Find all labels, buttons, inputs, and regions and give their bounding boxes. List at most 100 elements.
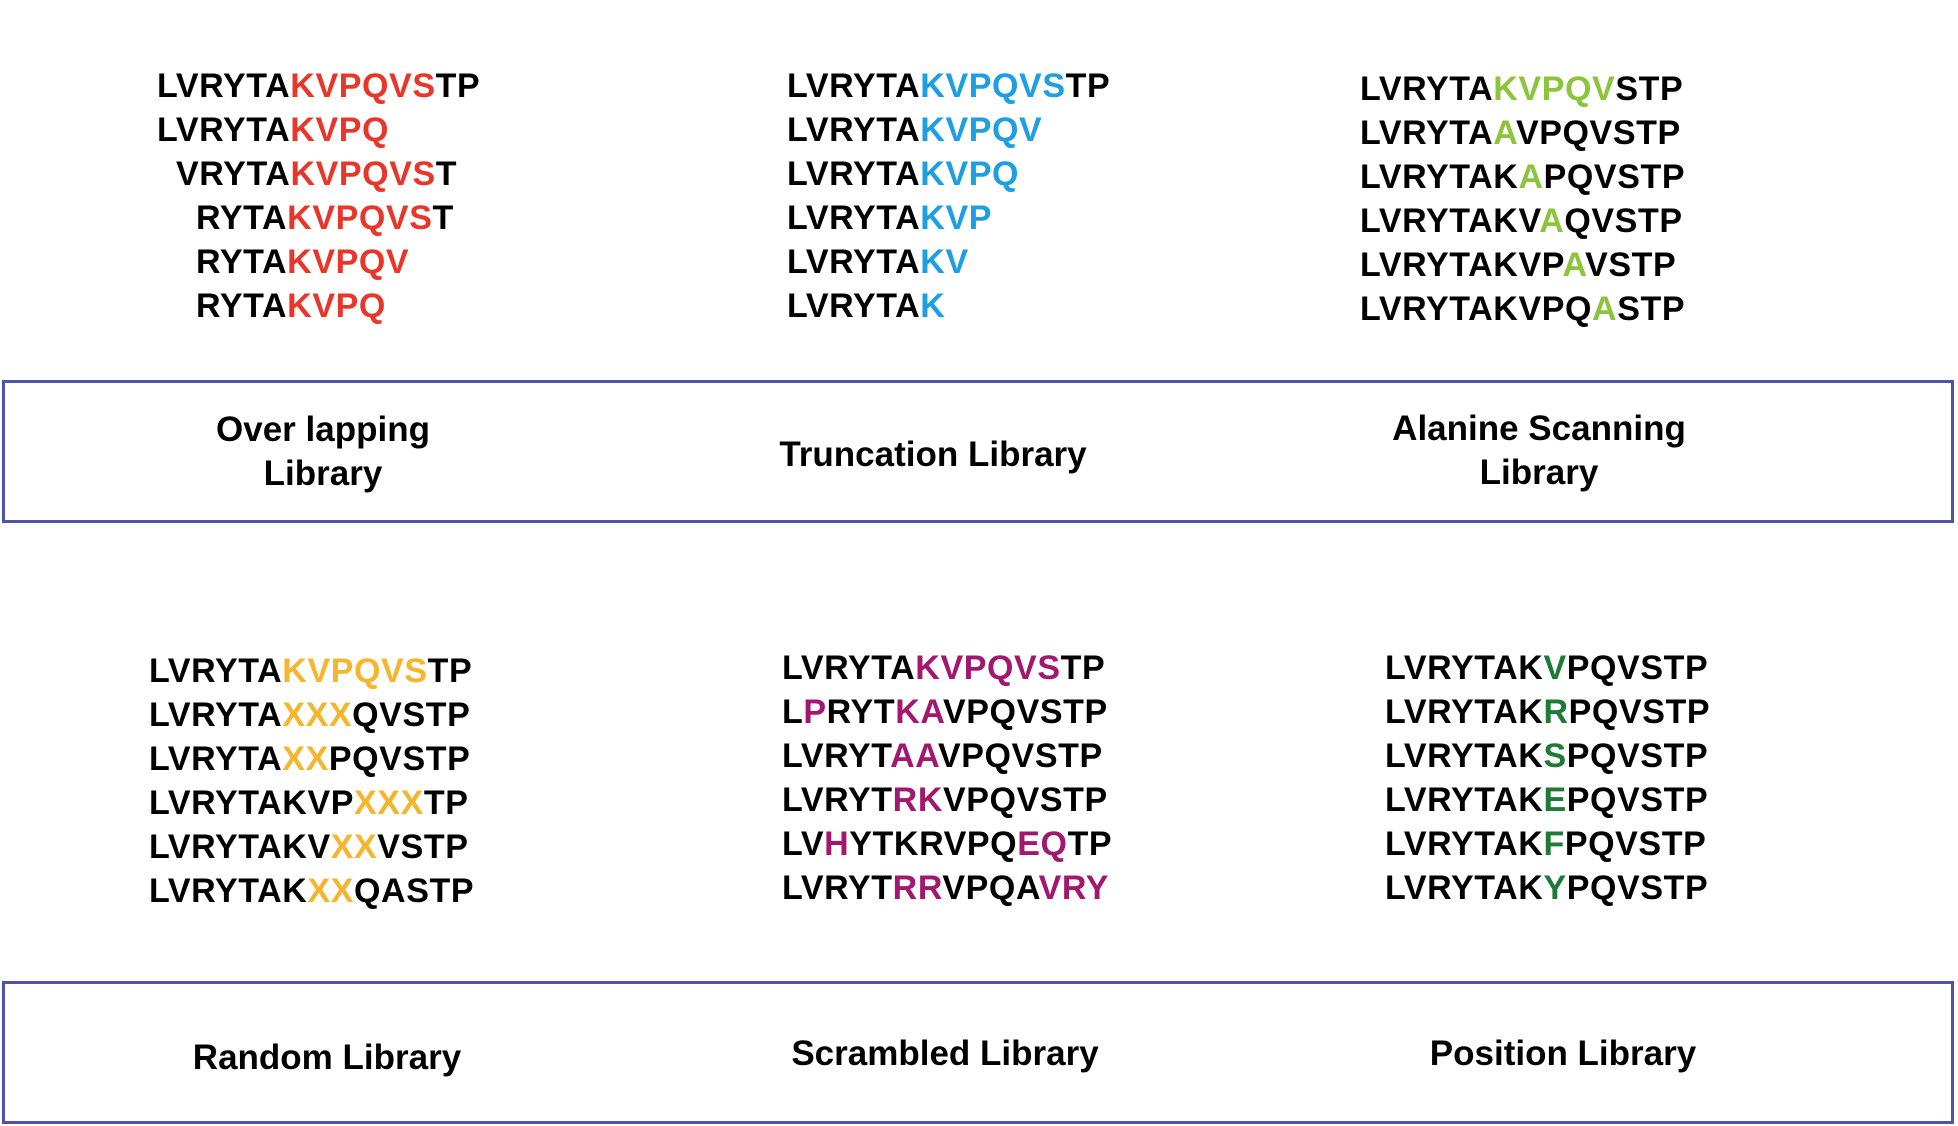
random-sequence-row: LVRYTAKVXXVSTP <box>149 827 469 867</box>
highlighted-residues: A <box>1562 246 1586 284</box>
highlighted-residues: KVPQVS <box>290 155 436 193</box>
position-sequence-row: LVRYTAKEPQVSTP <box>1385 780 1708 820</box>
residues: QVSTP <box>1564 202 1683 240</box>
scrambled-sequence-row: LVRYTAKVPQVSTP <box>782 648 1105 688</box>
residues: LVRYTAK <box>1385 693 1544 731</box>
overlapping-sequence-row: LVRYTAKVPQVSTP <box>157 66 480 106</box>
highlighted-residues: P <box>803 693 827 731</box>
residues: STP <box>1617 290 1686 328</box>
residues: T <box>432 199 454 237</box>
highlighted-residues: KVPQVS <box>282 652 428 690</box>
highlighted-residues: KA <box>895 693 943 731</box>
highlighted-residues: KVPQ <box>287 287 386 325</box>
residues: QASTP <box>354 872 475 910</box>
scrambled-sequence-row: LVRYTAAVPQVSTP <box>782 736 1103 776</box>
highlighted-residues: A <box>1493 114 1516 152</box>
residues: LVRYTA <box>149 740 283 778</box>
residues: VPQVSTP <box>942 781 1108 819</box>
residues: LVRYTAK <box>1360 158 1519 196</box>
overlapping-sequence-row: RYTAKVPQVST <box>196 198 454 238</box>
scrambled-library-label: Scrambled Library <box>791 1032 1098 1076</box>
residues: LVRYTAK <box>1385 649 1544 687</box>
residues: LVRYTAK <box>1385 825 1544 863</box>
residues: LVRYTA <box>787 111 921 149</box>
residues: PQVSTP <box>1543 158 1686 196</box>
residues: LVRYTA <box>787 199 921 237</box>
residues: LVRYTAKV <box>1360 202 1540 240</box>
highlighted-residues: XX <box>307 872 355 910</box>
residues: LVRYTAK <box>149 872 308 910</box>
residues: LVRYTAK <box>1385 781 1544 819</box>
residues: VSTP <box>1585 246 1677 284</box>
position-sequence-row: LVRYTAKFPQVSTP <box>1385 824 1706 864</box>
highlighted-residues: KVPQVS <box>290 67 436 105</box>
scrambled-label-line-1: Scrambled Library <box>791 1034 1099 1073</box>
residues: PQVSTP <box>1564 825 1707 863</box>
residues: TP <box>1067 825 1113 863</box>
residues: LVRYTA <box>787 155 921 193</box>
residues: VRYTA <box>176 155 291 193</box>
highlighted-residues: A <box>1592 290 1618 328</box>
residues: LVRYTA <box>157 67 291 105</box>
position-sequence-row: LVRYTAKYPQVSTP <box>1385 868 1708 908</box>
alanine-sequence-row: LVRYTAKVPQASTP <box>1360 289 1685 329</box>
highlighted-residues: XXX <box>282 696 353 734</box>
random-sequence-row: LVRYTAKVPQVSTP <box>149 651 472 691</box>
alanine-sequence-row: LVRYTAKVPQVSTP <box>1360 69 1683 109</box>
alanine-sequence-row: LVRYTAKVPAVSTP <box>1360 245 1676 285</box>
position-label-line-1: Position Library <box>1429 1034 1697 1073</box>
residues: LVRYTA <box>782 649 916 687</box>
residues: LVRYT <box>782 869 893 907</box>
highlighted-residues: RK <box>892 781 943 819</box>
residues: L <box>782 693 804 731</box>
residues: LVRYTAK <box>1385 737 1544 775</box>
residues: LVRYTAKV <box>149 828 331 866</box>
position-library-label: Position Library <box>1430 1032 1696 1076</box>
residues: LVRYTAKVP <box>149 784 355 822</box>
truncation-sequence-row: LVRYTAKVPQ <box>787 154 1019 194</box>
highlighted-residues: H <box>824 825 850 863</box>
overlapping-sequence-row: RYTAKVPQV <box>196 242 409 282</box>
random-sequence-row: LVRYTAXXPQVSTP <box>149 739 470 779</box>
highlighted-residues: KVPQV <box>1493 70 1616 108</box>
highlighted-residues: AA <box>890 737 938 775</box>
residues: TP <box>423 784 469 822</box>
residues: TP <box>1065 67 1111 105</box>
top-label-band <box>2 380 1954 523</box>
random-sequence-row: LVRYTAXXXQVSTP <box>149 695 470 735</box>
highlighted-residues: KVPQ <box>920 155 1020 193</box>
truncation-library-label: Truncation Library <box>779 433 1086 477</box>
highlighted-residues: R <box>1543 693 1569 731</box>
overlapping-library-label: Over lapping Library <box>216 408 430 496</box>
residues: LVRYTA <box>787 243 921 281</box>
highlighted-residues: EQ <box>1017 825 1068 863</box>
position-sequence-row: LVRYTAKSPQVSTP <box>1385 736 1708 776</box>
highlighted-residues: KVPQVS <box>915 649 1061 687</box>
highlighted-residues: KVP <box>920 199 993 237</box>
residues: LVRYTAKVPQ <box>1360 290 1593 328</box>
residues: QVSTP <box>352 696 471 734</box>
position-sequence-row: LVRYTAKVPQVSTP <box>1385 648 1708 688</box>
residues: RYTA <box>196 243 288 281</box>
highlighted-residues: KVPQ <box>290 111 390 149</box>
highlighted-residues: KVPQVS <box>287 199 433 237</box>
residues: PQVSTP <box>328 740 471 778</box>
residues: PQVSTP <box>1566 737 1709 775</box>
residues: PQVSTP <box>1566 781 1709 819</box>
residues: VPQA <box>942 869 1039 907</box>
truncation-sequence-row: LVRYTAKVP <box>787 198 992 238</box>
residues: LVRYTA <box>1360 114 1494 152</box>
bottom-label-band <box>2 981 1954 1124</box>
highlighted-residues: KV <box>920 243 969 281</box>
random-library-label: Random Library <box>193 1036 461 1080</box>
truncation-sequence-row: LVRYTAKVPQV <box>787 110 1042 150</box>
highlighted-residues: K <box>920 287 946 325</box>
residues: VPQVSTP <box>943 693 1108 731</box>
highlighted-residues: KVPQV <box>287 243 410 281</box>
residues: LVRYT <box>782 737 891 775</box>
residues: PQVSTP <box>1566 869 1709 907</box>
residues: LVRYTAK <box>1385 869 1544 907</box>
highlighted-residues: Y <box>1543 869 1567 907</box>
overlapping-label-line-2: Library <box>263 454 383 493</box>
overlapping-label-line-1: Over lapping <box>216 410 430 449</box>
